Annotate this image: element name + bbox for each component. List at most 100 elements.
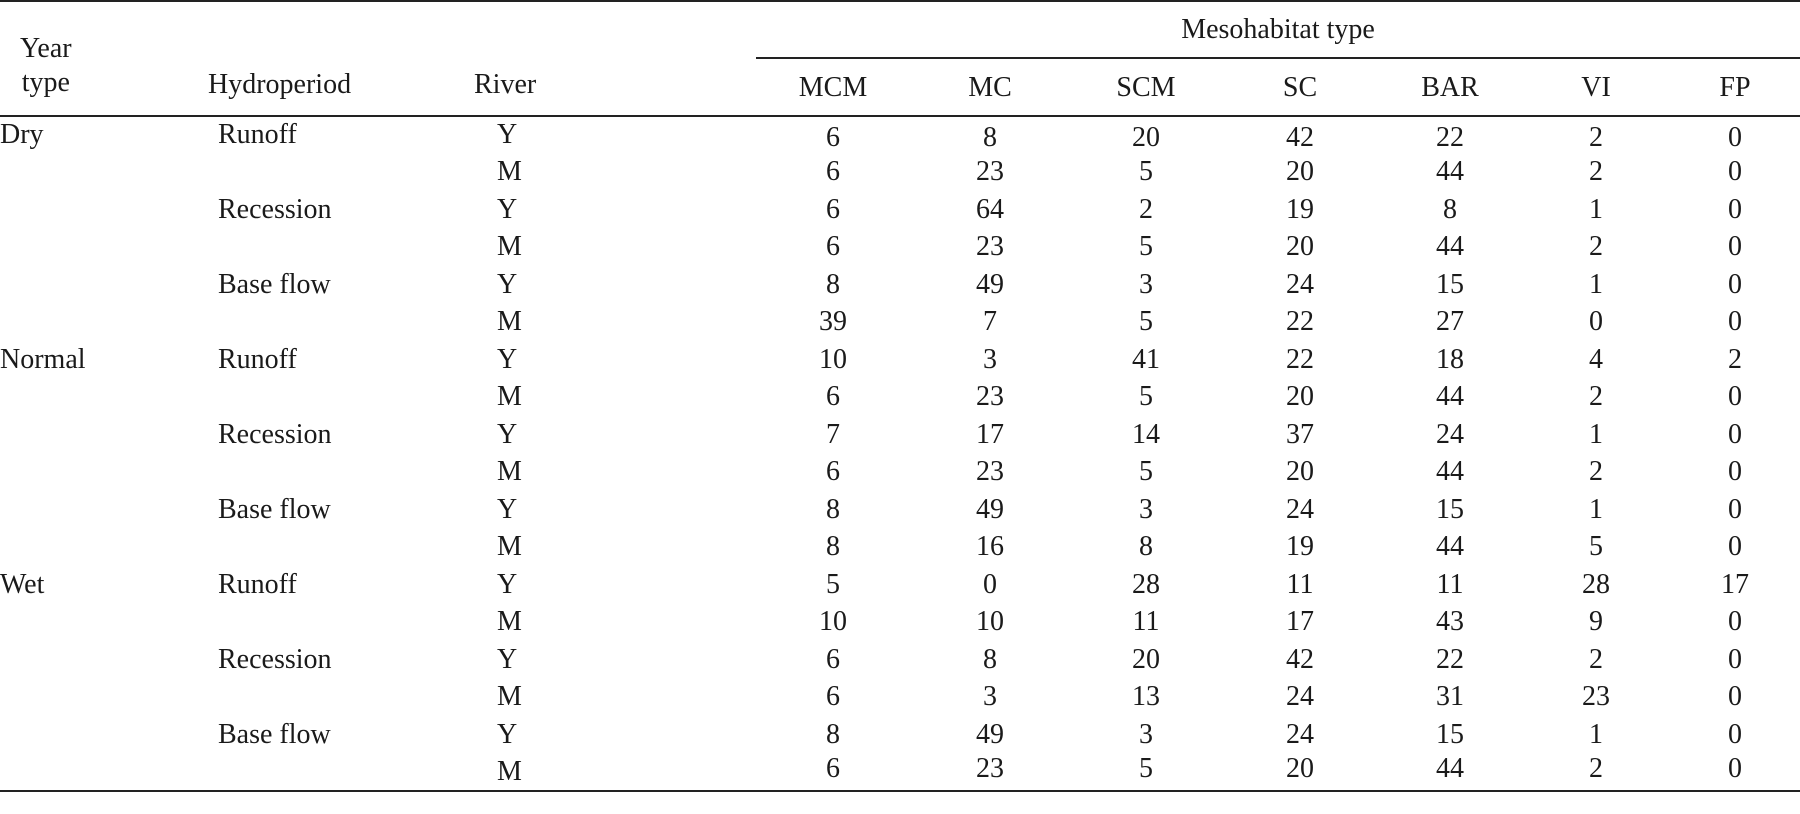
year-type-header-line2: type (21, 67, 70, 98)
river-value: Y (497, 343, 518, 375)
value-cell-bar: 27 (1436, 306, 1464, 338)
row-label-cell: Wet Runoff (0, 566, 596, 604)
hydroperiod-cell: Base flow (218, 268, 331, 300)
value-cell-fp: 0 (1728, 718, 1742, 750)
column-header-mcm: MCM (756, 58, 910, 117)
river-cell: Y (497, 491, 756, 529)
mesohabitat-table: Year type Hydroperiod River Mesohabitat … (0, 0, 1800, 792)
hydroperiod-header: Hydroperiod (208, 69, 352, 100)
river-cell: M (497, 454, 756, 492)
value-cell-sc: 19 (1286, 531, 1314, 563)
value-cell-sc: 20 (1286, 381, 1314, 413)
row-label-cell: Recession (0, 641, 596, 679)
hydroperiod-cell: Base flow (218, 718, 331, 750)
value-cell-fp: 0 (1728, 681, 1742, 713)
year-type-cell: Wet (0, 568, 45, 600)
value-cell-sc: 22 (1286, 343, 1314, 375)
value-cell-fp: 0 (1728, 193, 1742, 225)
river-value: Y (497, 268, 518, 300)
column-header-vi: VI (1522, 58, 1670, 117)
row-label-cell: Base flow (0, 716, 596, 754)
value-cell-vi: 5 (1589, 531, 1603, 563)
value-cell-mcm: 6 (826, 193, 840, 225)
river-cell: Y (497, 566, 756, 604)
value-cell-bar: 43 (1436, 606, 1464, 638)
row-label-cell: Recession (0, 416, 596, 454)
river-cell: Y (497, 416, 756, 454)
column-header-scm: SCM (1070, 58, 1222, 117)
value-cell-sc: 20 (1286, 456, 1314, 488)
value-cell-fp: 0 (1728, 531, 1742, 563)
row-label-cell: Base flow (0, 491, 596, 529)
value-cell-bar: 31 (1436, 681, 1464, 713)
value-cell-mcm: 6 (826, 122, 840, 154)
value-cell-sc: 20 (1286, 156, 1314, 188)
value-cell-fp: 0 (1728, 156, 1742, 188)
value-cell-vi: 4 (1589, 343, 1603, 375)
river-value: M (497, 306, 522, 338)
value-cell-bar: 8 (1443, 193, 1457, 225)
table-header: Year type Hydroperiod River Mesohabitat … (0, 0, 1800, 117)
value-cell-sc: 37 (1286, 418, 1314, 450)
value-cell-fp: 0 (1728, 268, 1742, 300)
value-cell-vi: 2 (1589, 643, 1603, 675)
value-cell-mc: 49 (976, 493, 1004, 525)
value-cell-fp: 0 (1728, 306, 1742, 338)
value-cell-mcm: 5 (826, 568, 840, 600)
hydroperiod-cell: Runoff (218, 343, 297, 375)
value-cell-mc: 10 (976, 606, 1004, 638)
table-row: M 6 23 5 20 44 2 0 (0, 229, 1800, 267)
value-cell-scm: 14 (1132, 418, 1160, 450)
value-cell-scm: 5 (1139, 381, 1153, 413)
value-cell-sc: 20 (1222, 753, 1378, 792)
value-cell-mc: 23 (976, 231, 1004, 263)
row-label-cell (0, 753, 596, 792)
table-row: Base flow Y 8 49 3 24 15 1 0 (0, 491, 1800, 529)
value-cell-mc: 23 (976, 381, 1004, 413)
column-header-bar: BAR (1378, 58, 1522, 117)
river-cell: M (497, 154, 756, 192)
value-cell-fp: 17 (1721, 568, 1749, 600)
value-cell-mc: 23 (910, 753, 1070, 792)
value-cell-scm: 5 (1070, 753, 1222, 792)
value-cell-sc: 24 (1286, 718, 1314, 750)
value-cell-scm: 3 (1139, 493, 1153, 525)
value-cell-fp: 0 (1670, 753, 1800, 792)
value-cell-vi: 1 (1589, 268, 1603, 300)
river-cell: Y (497, 716, 756, 754)
value-cell-fp: 0 (1728, 643, 1742, 675)
value-cell-vi: 2 (1589, 156, 1603, 188)
value-cell-mc: 64 (976, 193, 1004, 225)
river-value: Y (497, 718, 518, 750)
river-value: Y (497, 643, 518, 675)
value-cell-scm: 5 (1139, 156, 1153, 188)
value-cell-mcm: 6 (826, 231, 840, 263)
value-cell-bar: 44 (1436, 381, 1464, 413)
river-cell: M (497, 229, 756, 267)
value-cell-sc: 24 (1286, 493, 1314, 525)
value-cell-bar: 15 (1436, 493, 1464, 525)
value-cell-scm: 2 (1139, 193, 1153, 225)
row-label-cell: Base flow (0, 266, 596, 304)
value-cell-vi: 1 (1589, 193, 1603, 225)
table-row: Recession Y 6 64 2 19 8 1 0 (0, 191, 1800, 229)
value-cell-mcm: 8 (826, 531, 840, 563)
value-cell-vi: 2 (1589, 231, 1603, 263)
value-cell-bar: 44 (1436, 231, 1464, 263)
value-cell-mcm: 6 (826, 681, 840, 713)
row-label-cell: Normal Runoff (0, 341, 596, 379)
value-cell-sc: 17 (1286, 606, 1314, 638)
value-cell-bar: 22 (1436, 643, 1464, 675)
hydroperiod-cell: Recession (218, 193, 332, 225)
table-row: Dry Runoff Y 6 8 20 42 22 2 0 (0, 116, 1800, 154)
value-cell-vi: 2 (1589, 456, 1603, 488)
value-cell-scm: 3 (1139, 718, 1153, 750)
value-cell-scm: 11 (1132, 606, 1160, 638)
river-cell: Y (497, 641, 756, 679)
value-cell-mcm: 10 (819, 343, 847, 375)
river-cell: Y (497, 191, 756, 229)
river-value: M (497, 531, 522, 563)
column-header-row: MCM MC SCM SC BAR VI FP (0, 58, 1800, 117)
river-cell: Y (497, 266, 756, 304)
value-cell-bar: 44 (1378, 753, 1522, 792)
